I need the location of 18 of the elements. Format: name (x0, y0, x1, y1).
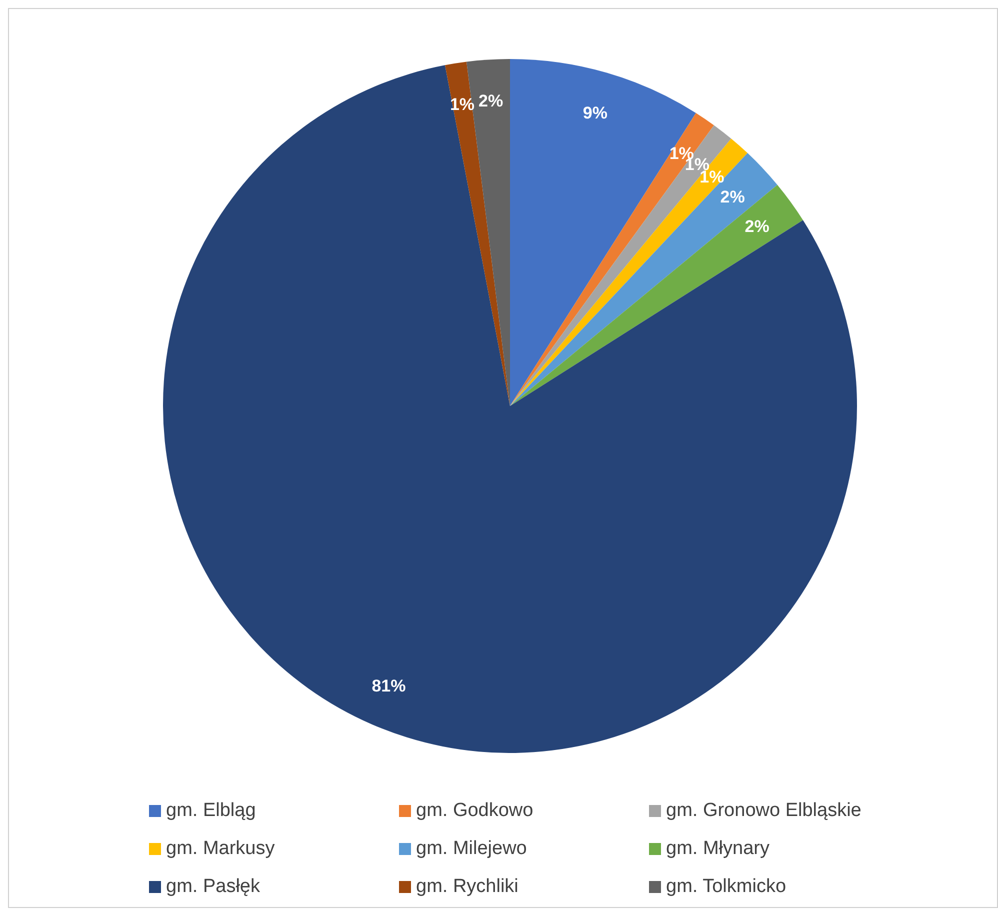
legend-label: gm. Elbląg (166, 800, 256, 822)
legend-label: gm. Godkowo (416, 800, 534, 822)
legend-label: gm. Milejewo (416, 838, 527, 860)
pie-slice (444, 62, 510, 406)
legend-label: gm. Pasłęk (166, 876, 260, 898)
data-label: 2% (478, 92, 504, 111)
data-label: 2% (720, 187, 745, 206)
legend-label: gm. Młynary (666, 838, 770, 860)
data-label: 9% (582, 103, 608, 122)
data-label: 2% (744, 217, 770, 236)
legend-label: gm. Tolkmicko (666, 876, 786, 898)
legend-label: gm. Rychliki (416, 876, 518, 898)
pie-slice (510, 184, 803, 406)
pie-slice (163, 65, 856, 753)
data-label: 1% (450, 94, 475, 114)
legend-label: gm. Markusy (166, 838, 275, 860)
legend-label: gm. Gronowo Elbląskie (666, 800, 862, 822)
data-label: 81% (372, 676, 406, 696)
